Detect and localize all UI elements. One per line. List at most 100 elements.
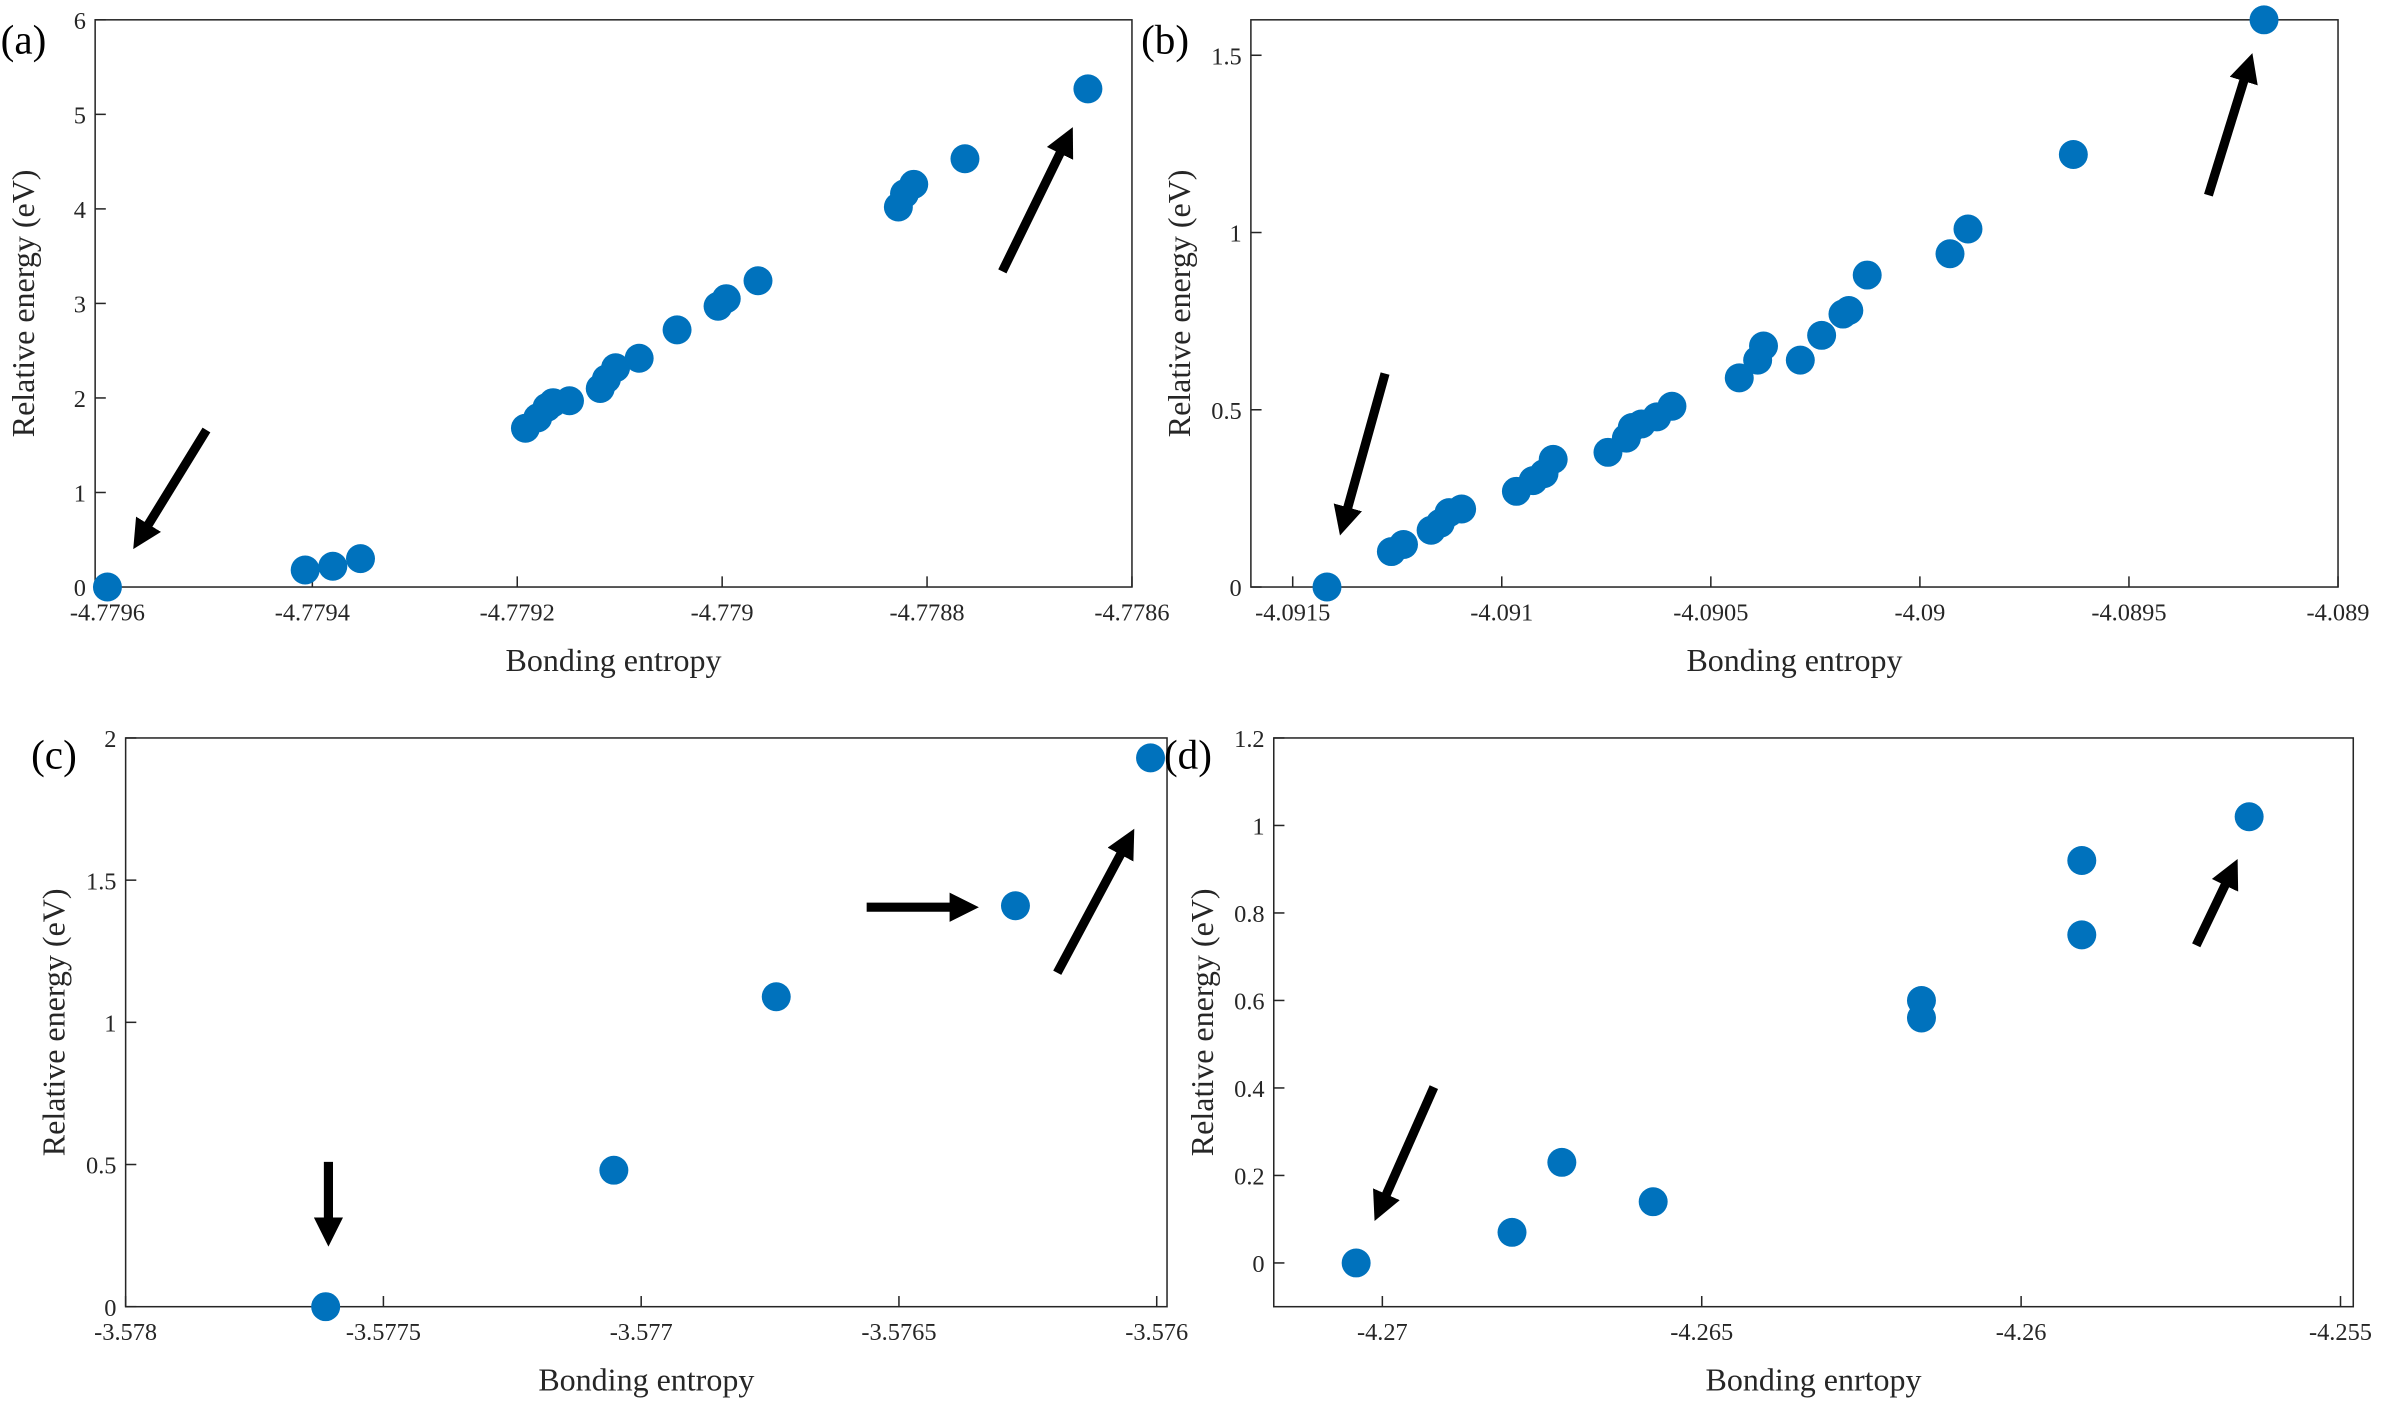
point [1447,494,1477,524]
x-tick-label: -4.779 [691,600,754,627]
point [555,386,584,416]
point [1785,345,1815,375]
y-tick-label: 1 [104,1010,116,1037]
point [2058,140,2088,170]
point [1852,260,1882,290]
point [318,551,348,581]
point [1657,391,1687,421]
y-axis-label: Relative energy (eV) [36,888,72,1156]
x-tick-label: -4.26 [1996,1319,2047,1346]
y-tick-label: 1.2 [1234,726,1264,753]
point [1497,1217,1527,1247]
x-axis-label: Bonding entropy [1686,642,1902,678]
point [601,353,631,383]
y-tick-label: 1.5 [1211,43,1241,70]
panel-label: (c) [31,731,77,778]
y-tick-label: 1 [74,481,86,508]
y-tick-label: 0.4 [1234,1076,1264,1103]
point [1638,1187,1668,1217]
y-tick-label: 0.8 [1234,901,1264,928]
point [1935,239,1965,269]
y-tick-label: 0 [104,1295,116,1322]
axes-box [1272,737,2355,1308]
point [1341,1248,1371,1278]
point [761,982,791,1012]
y-tick-label: 1 [1230,221,1242,248]
point [1073,74,1103,104]
x-tick-label: -4.0915 [1255,600,1330,627]
arrow [1373,1085,1439,1221]
x-tick-label: -4.09 [1895,600,1946,627]
point [290,555,320,585]
y-tick-label: 1 [1252,814,1264,841]
x-axis-label: Bonding entropy [506,642,722,678]
panel-label: (d) [1164,731,1212,778]
x-tick-label: -4.7794 [275,600,350,627]
y-tick-label: 0 [1230,575,1242,602]
panel-label: (b) [1141,16,1189,63]
point [1136,743,1166,773]
point [899,169,929,199]
point [1312,572,1342,602]
point [1953,214,1983,244]
point [1906,1003,1936,1033]
axes-box [124,737,1168,1308]
point [1547,1147,1577,1177]
point [662,315,692,345]
x-axis-label: Bonding enrtopy [1706,1362,1922,1398]
y-axis-label: Relative energy (eV) [5,170,41,438]
axes-box [94,19,1133,588]
x-tick-label: -4.255 [2309,1319,2372,1346]
y-tick-label: 1.5 [86,868,116,895]
point [2234,802,2264,832]
x-tick-label: -3.576 [1125,1319,1188,1346]
x-tick-label: -4.0895 [2091,600,2166,627]
point [1000,891,1030,921]
y-tick-label: 0 [1252,1251,1264,1278]
x-tick-label: -4.091 [1470,600,1533,627]
point [346,544,375,574]
point [1834,296,1864,325]
point [1538,444,1568,474]
arrow [133,427,211,550]
arrow [998,127,1074,274]
x-tick-label: -4.265 [1670,1319,1733,1346]
x-tick-label: -3.577 [610,1319,673,1346]
x-tick-label: -3.578 [94,1319,157,1346]
y-axis-label: Relative energy (eV) [1184,888,1220,1156]
arrow [2204,53,2258,197]
y-tick-label: 0.5 [1211,398,1241,425]
point [92,572,122,602]
y-tick-label: 0.2 [1234,1164,1264,1191]
y-tick-label: 0.5 [86,1153,116,1180]
y-axis-label: Relative energy (eV) [1161,170,1197,438]
y-tick-label: 2 [74,386,86,413]
y-tick-label: 2 [104,726,116,753]
x-tick-label: -3.5775 [346,1319,421,1346]
point [1807,320,1837,350]
point [743,266,773,296]
x-tick-label: -4.7792 [480,600,555,627]
x-tick-label: -4.089 [2307,600,2370,627]
y-tick-label: 4 [74,197,86,224]
y-tick-label: 0 [74,575,86,602]
x-tick-label: -4.27 [1357,1319,1408,1346]
point [950,144,980,174]
point [2067,845,2097,875]
point [599,1155,629,1185]
point [1749,331,1779,361]
arrows [133,53,2258,1247]
y-tick-label: 3 [74,292,86,319]
x-axis-label: Bonding entropy [538,1362,754,1398]
y-tick-label: 5 [74,103,86,130]
y-tick-label: 0.6 [1234,989,1264,1016]
arrow [2192,858,2239,948]
point [624,343,654,373]
x-tick-label: -4.7786 [1094,600,1169,627]
point [1724,363,1754,393]
x-tick-label: -4.7788 [889,600,964,627]
arrow [1053,828,1135,975]
y-tick-label: 6 [74,8,86,35]
